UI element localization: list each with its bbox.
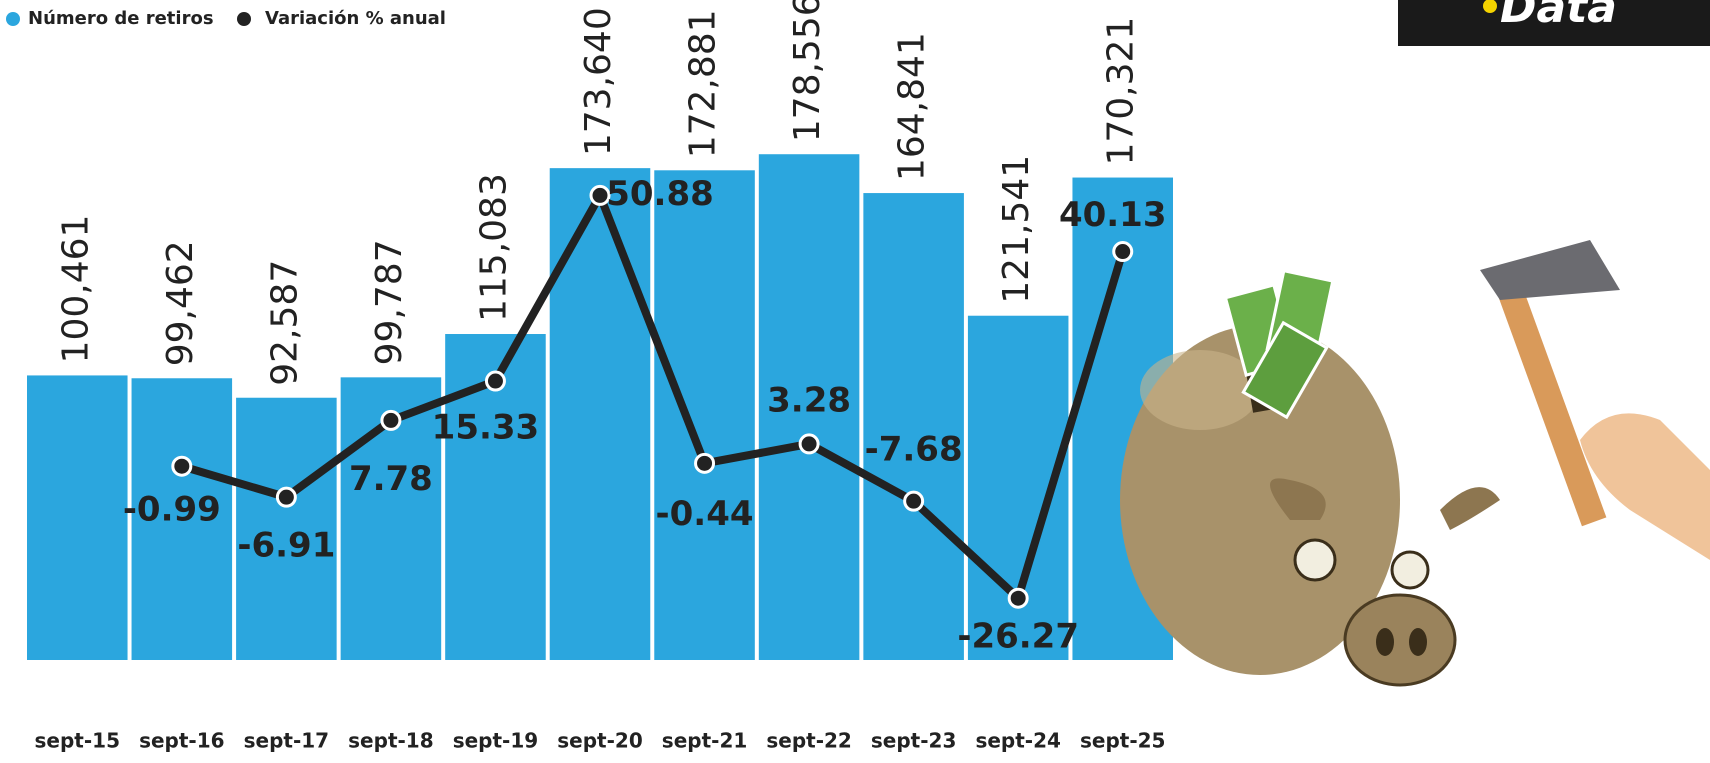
bar <box>27 375 128 660</box>
pig-nostril <box>1376 628 1394 656</box>
line-marker <box>1112 241 1134 263</box>
bar <box>654 170 755 660</box>
logo-text: Data <box>1500 0 1617 33</box>
line-marker <box>380 409 402 431</box>
bar-value-label: 115,083 <box>473 173 514 322</box>
line-marker <box>275 486 297 508</box>
bar-value-label: 121,541 <box>996 155 1037 304</box>
pig-ear <box>1440 487 1500 530</box>
x-tick-label: sept-16 <box>139 729 224 753</box>
x-tick-label: sept-23 <box>871 729 956 753</box>
bar <box>131 378 233 660</box>
line-value-label: -26.27 <box>957 617 1079 657</box>
legend-marker <box>237 12 251 26</box>
line-marker <box>694 452 716 474</box>
bar-value-label: 100,461 <box>55 215 96 364</box>
bar-value-label: 164,841 <box>892 32 933 181</box>
bar-value-label: 178,556 <box>787 0 828 142</box>
logo: Data <box>1398 0 1710 46</box>
line-value-label: -0.99 <box>123 490 221 530</box>
hammer-head <box>1480 240 1620 300</box>
pig-eye <box>1293 538 1337 582</box>
hand <box>1580 413 1710 560</box>
x-tick-label: sept-15 <box>35 729 120 753</box>
pig-snout <box>1343 593 1457 687</box>
line-marker <box>171 455 193 477</box>
line-value-label: 7.78 <box>349 459 433 499</box>
bar-value-label: 172,881 <box>683 9 724 158</box>
line-value-label: 3.28 <box>767 380 851 420</box>
line-marker <box>903 490 925 512</box>
line-value-label: -7.68 <box>865 430 963 470</box>
bar-value-label: 170,321 <box>1101 17 1142 166</box>
logo-box <box>1398 0 1710 46</box>
pig-highlight <box>1140 350 1260 430</box>
logo-dot <box>1483 0 1497 13</box>
legend-label: Variación % anual <box>265 8 446 29</box>
line-layer: -0.99 -6.91 7.78 15.33 50.88 -0.44 3.28 -7.68 -2… <box>123 174 1167 657</box>
bar-value-label: 99,787 <box>369 239 410 365</box>
bar-value-label: 92,587 <box>264 260 305 386</box>
bar <box>863 193 964 660</box>
line-value-label: 40.13 <box>1059 195 1167 235</box>
line <box>180 191 1127 603</box>
line-marker <box>589 184 611 206</box>
line-marker <box>798 433 820 455</box>
bar <box>549 168 651 660</box>
bars: 100,461 99,462 92,587 99,787 115,083 173,640 1… <box>27 0 1173 661</box>
bar <box>236 397 337 660</box>
bill <box>1241 320 1329 420</box>
pig-nostril <box>1409 628 1427 656</box>
x-tick-label: sept-20 <box>557 729 642 753</box>
line-marker <box>1007 587 1029 609</box>
legend-label: Número de retiros <box>28 8 214 29</box>
bar-value-label: 173,640 <box>578 7 619 156</box>
x-tick-label: sept-22 <box>766 729 851 753</box>
line-value-label: 50.88 <box>606 174 714 214</box>
bar-value-label: 99,462 <box>160 240 201 366</box>
x-tick-label: sept-19 <box>453 729 538 753</box>
pig-ear <box>1270 478 1326 520</box>
bar <box>758 154 860 660</box>
piggy-illustration <box>1120 240 1710 687</box>
x-tick-label: sept-18 <box>348 729 433 753</box>
x-tick-label: sept-17 <box>244 729 329 753</box>
line-marker <box>484 370 506 392</box>
line-value-label: -0.44 <box>656 494 754 534</box>
x-tick-label: sept-21 <box>662 729 747 753</box>
legend: Número de retiros Variación % anual <box>6 8 446 29</box>
x-tick-label: sept-25 <box>1080 729 1165 753</box>
legend-marker <box>6 12 20 26</box>
pig-eye <box>1390 550 1430 590</box>
line-value-label: 15.33 <box>432 408 540 448</box>
x-tick-label: sept-24 <box>975 729 1060 753</box>
line-value-label: -6.91 <box>237 526 335 566</box>
hammer-handle <box>1489 263 1607 527</box>
